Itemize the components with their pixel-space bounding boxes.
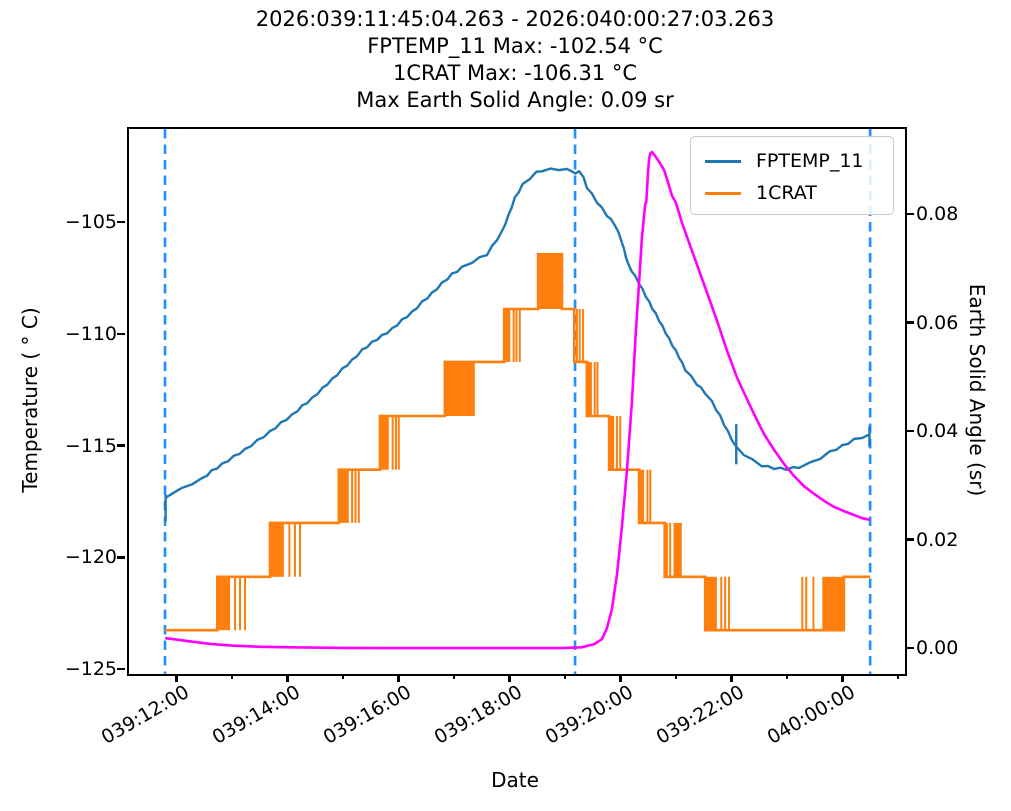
crat-noise-band xyxy=(609,416,615,470)
x-major-tick xyxy=(841,674,844,682)
x-major-tick xyxy=(619,674,622,682)
x-minor-tick xyxy=(453,674,455,679)
crat-noise-band xyxy=(504,309,511,362)
y-left-tick xyxy=(117,667,125,671)
y-right-tick-label: 0.02 xyxy=(916,528,959,551)
y-left-tick-label: −105 xyxy=(64,211,117,233)
x-major-tick xyxy=(286,674,289,682)
title-time-range: 2026:039:11:45:04.263 - 2026:040:00:27:0… xyxy=(255,7,775,31)
title-1crat-max: 1CRAT Max: -106.31 °C xyxy=(392,61,638,85)
y-left-tick xyxy=(117,556,125,559)
legend-label-1crat: 1CRAT xyxy=(756,182,817,204)
y-left-tick-label: −120 xyxy=(64,546,117,569)
crat-series-line xyxy=(165,252,870,632)
y-right-tick xyxy=(906,538,914,541)
legend: FPTEMP_11 1CRAT xyxy=(690,136,894,215)
fptemp-line-swatch xyxy=(705,159,741,163)
x-major-tick xyxy=(175,674,178,682)
y-left-tick xyxy=(117,444,125,447)
y-right-tick xyxy=(906,646,914,650)
y-left-tick-label: −115 xyxy=(64,434,117,457)
crat-noise-band xyxy=(217,576,231,631)
y-left-tick-label: −110 xyxy=(64,322,117,345)
crat-noise-band xyxy=(673,522,682,577)
crat-noise-band xyxy=(270,522,284,577)
x-tick-label: 039:16:00 xyxy=(320,681,416,749)
crat-noise-band xyxy=(444,361,475,416)
x-minor-tick xyxy=(897,674,899,679)
x-minor-tick xyxy=(231,674,233,679)
x-tick-label: 039:12:00 xyxy=(98,681,194,749)
y-left-tick xyxy=(117,220,125,224)
crat-noise-band xyxy=(338,469,349,523)
x-minor-tick xyxy=(786,674,788,679)
x-tick-label: 039:18:00 xyxy=(431,681,527,749)
crat-noise-band xyxy=(639,469,645,523)
x-tick-label: 040:00:00 xyxy=(764,681,860,749)
x-major-tick xyxy=(730,674,733,682)
x-minor-tick xyxy=(342,674,344,679)
crat-noise-band xyxy=(538,254,562,309)
y-right-tick-label: 0.08 xyxy=(916,203,959,226)
x-major-tick xyxy=(508,674,511,682)
crat-line-swatch xyxy=(705,191,741,195)
title-max-solid-angle: Max Earth Solid Angle: 0.09 sr xyxy=(356,88,674,112)
x-major-tick xyxy=(397,674,400,682)
x-minor-tick xyxy=(564,674,566,679)
y-right-tick xyxy=(906,321,914,324)
x-tick-label: 039:20:00 xyxy=(542,681,638,749)
fptemp-series-line xyxy=(164,167,871,500)
x-axis-label-date: Date xyxy=(491,768,539,792)
y-right-tick-label: 0.00 xyxy=(916,637,959,660)
crat-noise-band xyxy=(379,416,389,470)
crat-noise-band xyxy=(586,361,592,416)
y-right-tick-label: 0.06 xyxy=(916,311,959,334)
y-right-tick xyxy=(906,429,914,433)
y-left-tick xyxy=(117,332,125,335)
x-tick-label: 039:22:00 xyxy=(653,681,749,749)
y-right-tick xyxy=(906,212,914,216)
plot-area xyxy=(127,127,907,676)
crat-noise-band xyxy=(822,576,844,631)
legend-label-fptemp: FPTEMP_11 xyxy=(756,150,864,172)
legend-entry-1crat: 1CRAT xyxy=(705,177,893,209)
crat-noise-band xyxy=(705,576,717,631)
title-fptemp-max: FPTEMP_11 Max: -102.54 °C xyxy=(367,34,663,58)
x-minor-tick xyxy=(675,674,677,679)
chart-canvas xyxy=(163,129,872,674)
x-tick-label: 039:14:00 xyxy=(209,681,305,749)
title-block: 2026:039:11:45:04.263 - 2026:040:00:27:0… xyxy=(127,6,903,114)
y-right-tick-label: 0.04 xyxy=(916,420,959,443)
solid-angle-series-line xyxy=(164,150,871,650)
y-left-tick-label: −125 xyxy=(64,658,117,681)
legend-entry-fptemp: FPTEMP_11 xyxy=(705,145,893,177)
